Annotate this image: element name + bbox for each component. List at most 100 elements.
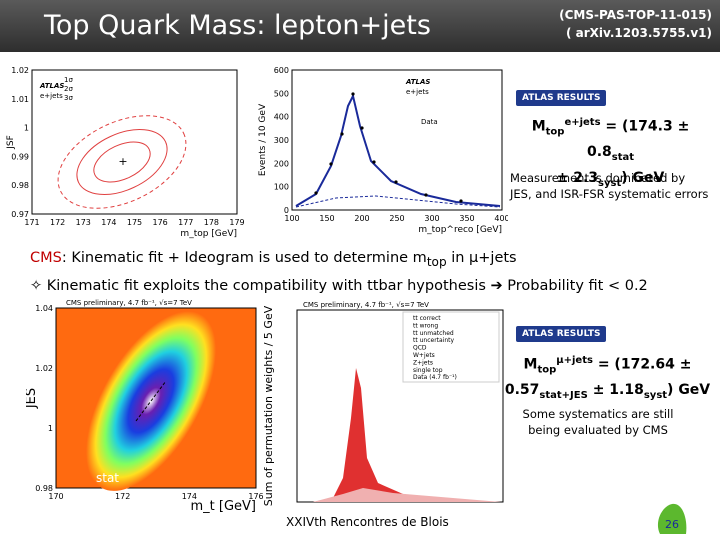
legend-entry: 1σ — [64, 76, 73, 84]
y-tick-label: 500 — [274, 89, 289, 98]
channel-label: e+jets — [406, 88, 429, 96]
logo: 26 — [657, 503, 687, 534]
badge: ATLAS RESULTS — [516, 90, 607, 106]
text: ) GeV — [667, 382, 711, 399]
title-bar — [0, 0, 720, 52]
text: = (174.3 ± 0.8 — [586, 118, 690, 161]
text: syst — [598, 178, 622, 190]
text: 0.57 — [504, 382, 540, 399]
x-tick-label: 174 — [182, 492, 197, 501]
text: e+jets — [564, 117, 601, 128]
y-tick-label: 200 — [274, 159, 289, 168]
note: Measurement is dominated by JES, and ISR… — [510, 171, 709, 201]
text: in μ+jets — [446, 250, 517, 266]
text: top — [537, 364, 557, 376]
footer: XXIVth Rencontres de Blois — [286, 515, 449, 529]
x-tick-label: 178 — [204, 218, 219, 227]
legend-entry: Data — [421, 118, 438, 126]
slide-title: Top Quark Mass: lepton+jets — [44, 10, 431, 41]
text: ± 2.3 — [556, 170, 599, 187]
histogram-plot: Sum of permutation weights / 5 GeV CMS pr… — [263, 301, 504, 506]
badge: ATLAS RESULTS — [516, 326, 607, 342]
legend-entry: Data (4.7 fb⁻¹) — [413, 374, 457, 381]
experiment-label: ATLAS — [39, 82, 64, 90]
y-tick-label: 1.02 — [35, 364, 53, 373]
x-tick-label: 200 — [354, 214, 369, 223]
x-tick-label: 172 — [115, 492, 130, 501]
x-axis-label: m_top^reco [GeV] — [418, 225, 502, 235]
x-tick-label: 170 — [48, 492, 63, 501]
text: M — [523, 356, 538, 373]
text: CMS — [30, 250, 62, 266]
y-axis-label: Events / 10 GeV — [258, 103, 268, 176]
legend-entry: tt unmatched — [413, 330, 454, 337]
note: Some systematics are still being evaluat… — [522, 407, 674, 437]
x-tick-label: 179 — [229, 218, 244, 227]
y-tick-label: 0.97 — [11, 210, 29, 219]
y-tick-label: 1 — [24, 124, 29, 133]
y-axis-label: Sum of permutation weights / 5 GeV — [263, 305, 275, 506]
x-tick-label: 172 — [50, 218, 65, 227]
y-axis-label: JES — [26, 388, 39, 409]
text: M — [531, 118, 546, 135]
result: Mtopμ+jets = (172.64 ± 0.57stat+JES ± 1.1… — [500, 350, 715, 406]
result: Mtope+jets = (174.3 ± 0.8stat ± 2.3syst) … — [508, 112, 713, 194]
text-line: CMS: Kinematic fit + Ideogram is used to… — [30, 250, 517, 269]
x-tick-label: 150 — [319, 214, 334, 223]
legend-entry: tt wrong — [413, 322, 438, 329]
text: ) GeV — [621, 170, 665, 187]
text: top — [545, 126, 565, 138]
x-tick-label: 176 — [248, 492, 263, 501]
y-tick-label: 1.01 — [11, 95, 29, 104]
legend-entry: stat — [96, 471, 119, 485]
text: : Kinematic fit + Ideogram is used to de… — [61, 250, 427, 266]
x-axis-label: m_t [GeV] — [190, 499, 256, 514]
y-tick-label: 1 — [48, 424, 53, 433]
text: stat+JES — [539, 390, 588, 402]
text: = (172.64 ± — [597, 356, 692, 373]
x-tick-label: 176 — [152, 218, 167, 227]
x-tick-label: 250 — [389, 214, 404, 223]
svg-text:+: + — [118, 155, 127, 168]
legend-entry: W+jets — [413, 352, 435, 359]
channel-label: e+jets — [40, 92, 63, 100]
legend-entry: 3σ — [64, 94, 73, 102]
legend-entry: Z+jets — [413, 359, 433, 366]
legend-entry: QCD — [413, 345, 427, 352]
y-tick-label: 300 — [274, 136, 289, 145]
legend-entry: 2σ — [64, 85, 73, 93]
x-tick-label: 400 — [494, 214, 508, 223]
text: Probability fit < 0.2 — [507, 278, 648, 294]
text: μ+jets — [556, 355, 593, 366]
plot-title: CMS preliminary, 4.7 fb⁻¹, √s=7 TeV — [66, 299, 192, 307]
x-tick-label: 100 — [284, 214, 299, 223]
text: syst — [643, 390, 668, 402]
text: stat — [611, 152, 635, 164]
y-tick-label: 0.99 — [11, 152, 29, 161]
y-tick-label: 0.98 — [35, 484, 53, 493]
legend-entry: tt uncertainty — [413, 337, 455, 344]
experiment-label: ATLAS — [405, 78, 430, 86]
y-tick-label: 100 — [274, 183, 289, 192]
x-tick-label: 175 — [127, 218, 142, 227]
text: Kinematic fit exploits the compatibility… — [46, 278, 486, 294]
x-tick-label: 174 — [101, 218, 116, 227]
x-tick-label: 171 — [24, 218, 39, 227]
reference: (CMS-PAS-TOP-11-015) — [559, 8, 712, 22]
page-number: 26 — [665, 518, 679, 531]
x-tick-label: 173 — [76, 218, 91, 227]
x-axis-label: m_top [GeV] — [180, 229, 237, 239]
bullet-line: ✧ Kinematic fit exploits the compatibili… — [30, 278, 648, 294]
plot-title: CMS preliminary, 4.7 fb⁻¹, √s=7 TeV — [303, 301, 429, 309]
y-tick-label: 1.02 — [11, 66, 29, 75]
x-tick-label: 300 — [424, 214, 439, 223]
x-tick-label: 350 — [459, 214, 474, 223]
legend-entry: tt correct — [413, 315, 441, 322]
y-tick-label: 600 — [274, 66, 289, 75]
text: top — [426, 254, 447, 269]
x-tick-label: 177 — [178, 218, 193, 227]
legend-entry: single top — [413, 367, 443, 374]
